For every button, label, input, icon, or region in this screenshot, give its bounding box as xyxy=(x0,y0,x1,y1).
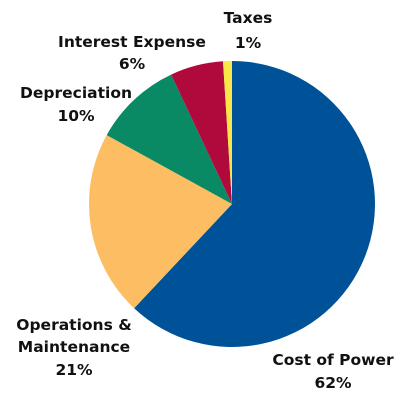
label-taxes-value: 1% xyxy=(235,34,262,52)
slice-cost-of-power xyxy=(134,61,375,347)
label-interest-expense-value: 6% xyxy=(119,55,146,73)
pie-labels: Taxes 1% Interest Expense 6% Depreciatio… xyxy=(16,9,394,392)
label-depreciation-value: 10% xyxy=(57,107,95,125)
label-cost-of-power-value: 62% xyxy=(314,374,352,392)
label-interest-expense-name: Interest Expense xyxy=(58,33,206,51)
label-cost-of-power-name: Cost of Power xyxy=(272,351,394,369)
pie-slices xyxy=(89,61,375,347)
slice-operations-maintenance xyxy=(89,135,232,309)
label-operations-maintenance-value: 21% xyxy=(55,361,93,379)
label-operations-maintenance-line2: Maintenance xyxy=(18,338,130,356)
slice-taxes xyxy=(223,61,232,204)
slice-interest-expense xyxy=(171,61,232,204)
label-taxes-name: Taxes xyxy=(224,9,273,27)
label-operations-maintenance-line1: Operations & xyxy=(16,316,131,334)
slice-depreciation xyxy=(106,74,232,204)
label-depreciation-name: Depreciation xyxy=(20,84,132,102)
